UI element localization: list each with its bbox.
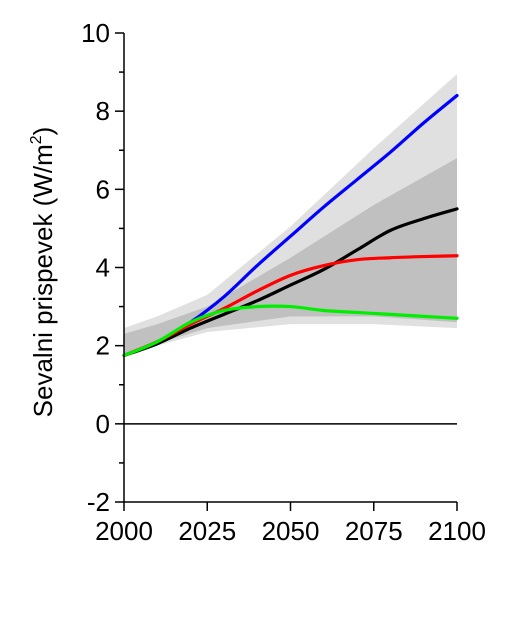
y-tick-label: -2 [87,487,110,517]
uncertainty-bands [124,74,457,356]
y-axis-label-superscript: 2 [28,135,45,144]
series-line-2 [122,207,459,358]
series-line-4 [122,304,459,358]
y-tick-label: 4 [96,253,110,283]
x-tick-label: 2025 [178,516,236,546]
y-tick-label: 8 [96,96,110,126]
y-axis-label: Sevalni prispevek (W/m2) [28,127,58,418]
x-tick-label: 2000 [95,516,153,546]
x-tick-label: 2075 [345,516,403,546]
y-tick-label: 2 [96,331,110,361]
uncertainty-band-2 [124,158,457,354]
y-axis-label-close: ) [28,127,58,136]
y-tick-label: 10 [81,18,110,48]
y-tick-label: 0 [96,409,110,439]
y-tick-label: 6 [96,174,110,204]
x-tick-label: 2100 [428,516,486,546]
series-lines [122,93,459,358]
y-axis-label-main: Sevalni prispevek (W/m [28,144,58,417]
y-ticks: -2 0 2 4 6 8 10 [81,18,124,517]
x-tick-label: 2050 [262,516,320,546]
x-ticks: 2000 2025 2050 2075 2100 [95,502,486,546]
